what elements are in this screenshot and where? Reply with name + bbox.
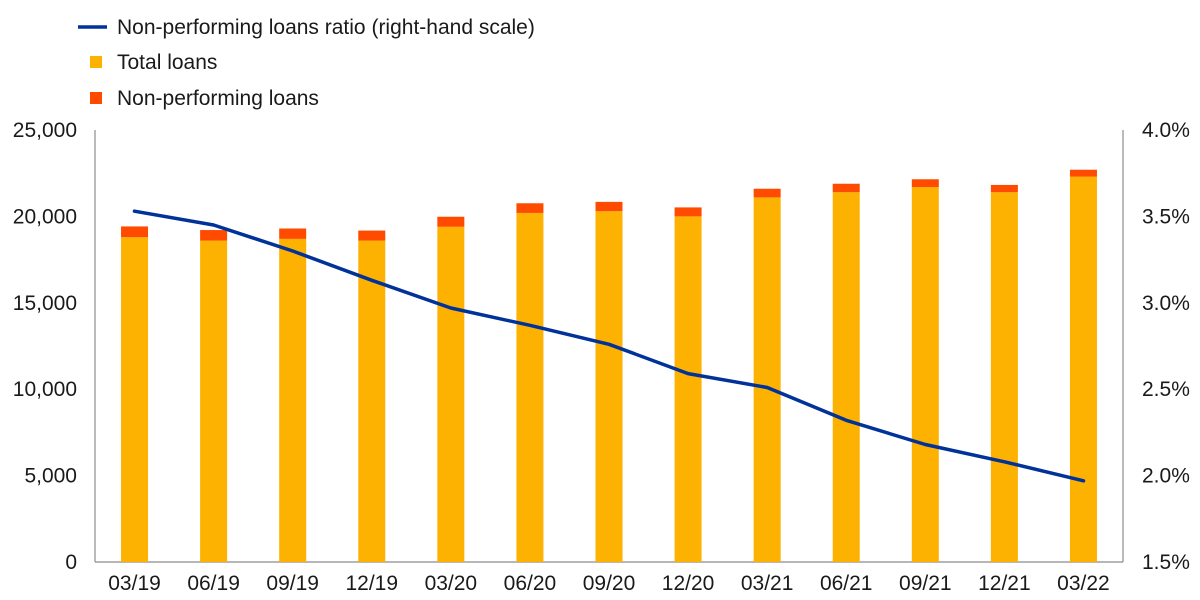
- left-tick-label: 25,000: [13, 119, 77, 142]
- bar-non-performing-loans: [911, 179, 939, 188]
- bar-non-performing-loans: [437, 216, 465, 227]
- npl-ratio-line: [132, 209, 1086, 483]
- right-tick-label: 2.0%: [1142, 465, 1190, 488]
- x-tick-label: 06/21: [820, 572, 873, 595]
- bar-total-loans: [279, 238, 307, 562]
- right-tick-label: 3.5%: [1142, 205, 1190, 228]
- bar-total-loans: [674, 216, 702, 562]
- x-tick-label: 12/20: [662, 572, 715, 595]
- x-tick-label: 03/20: [425, 572, 478, 595]
- x-tick-label: 03/21: [741, 572, 794, 595]
- right-tick-label: 4.0%: [1142, 119, 1190, 142]
- x-tick-label: 09/19: [266, 572, 319, 595]
- left-tick-label: 5,000: [24, 465, 77, 488]
- x-tick-label: 03/22: [1057, 572, 1110, 595]
- left-tick-label: 10,000: [13, 378, 77, 401]
- bar-total-loans: [832, 192, 860, 562]
- x-tick-label: 06/19: [187, 572, 240, 595]
- right-tick-label: 3.0%: [1142, 292, 1190, 315]
- bar-total-loans: [516, 212, 544, 562]
- bar-non-performing-loans: [595, 201, 623, 212]
- left-tick-label: 0: [65, 551, 77, 574]
- x-tick-label: 12/21: [978, 572, 1031, 595]
- bar-non-performing-loans: [121, 226, 149, 238]
- bar-total-loans: [753, 197, 781, 562]
- x-tick-label: 09/20: [583, 572, 636, 595]
- x-tick-label: 06/20: [504, 572, 557, 595]
- legend: Non-performing loans ratio (right-hand s…: [78, 16, 535, 110]
- bars: [121, 169, 1097, 563]
- bar-non-performing-loans: [1069, 169, 1097, 177]
- right-tick-label: 1.5%: [1142, 551, 1190, 574]
- legend-square-marker: [90, 56, 102, 68]
- bar-total-loans: [121, 237, 149, 563]
- right-tick-label: 2.5%: [1142, 378, 1190, 401]
- tick-labels: 0 5,000 10,000 15,000 20,000 25,000 1.5% 2.0% 2.…: [13, 119, 1190, 595]
- x-tick-label: 09/21: [899, 572, 952, 595]
- x-tick-label: 12/19: [345, 572, 398, 595]
- bar-total-loans: [1069, 176, 1097, 562]
- bar-total-loans: [990, 192, 1018, 562]
- bar-total-loans: [911, 187, 939, 563]
- bar-non-performing-loans: [753, 188, 781, 198]
- legend-square-marker: [90, 92, 102, 104]
- bar-non-performing-loans: [674, 207, 702, 217]
- bar-non-performing-loans: [832, 183, 860, 193]
- legend-label: Total loans: [117, 51, 217, 74]
- legend-label: Non-performing loans: [117, 87, 319, 110]
- bar-non-performing-loans: [990, 184, 1018, 193]
- bar-total-loans: [200, 240, 228, 563]
- left-tick-label: 15,000: [13, 292, 77, 315]
- bar-non-performing-loans: [200, 230, 228, 241]
- bar-total-loans: [437, 226, 465, 562]
- legend-label: Non-performing loans ratio (right-hand s…: [117, 16, 535, 39]
- bar-non-performing-loans: [358, 230, 386, 241]
- line-series: [132, 209, 1086, 483]
- bar-total-loans: [595, 211, 623, 562]
- bar-non-performing-loans: [516, 203, 544, 213]
- bar-non-performing-loans: [279, 228, 307, 239]
- bar-total-loans: [358, 240, 386, 563]
- left-tick-label: 20,000: [13, 205, 77, 228]
- x-tick-label: 03/19: [108, 572, 161, 595]
